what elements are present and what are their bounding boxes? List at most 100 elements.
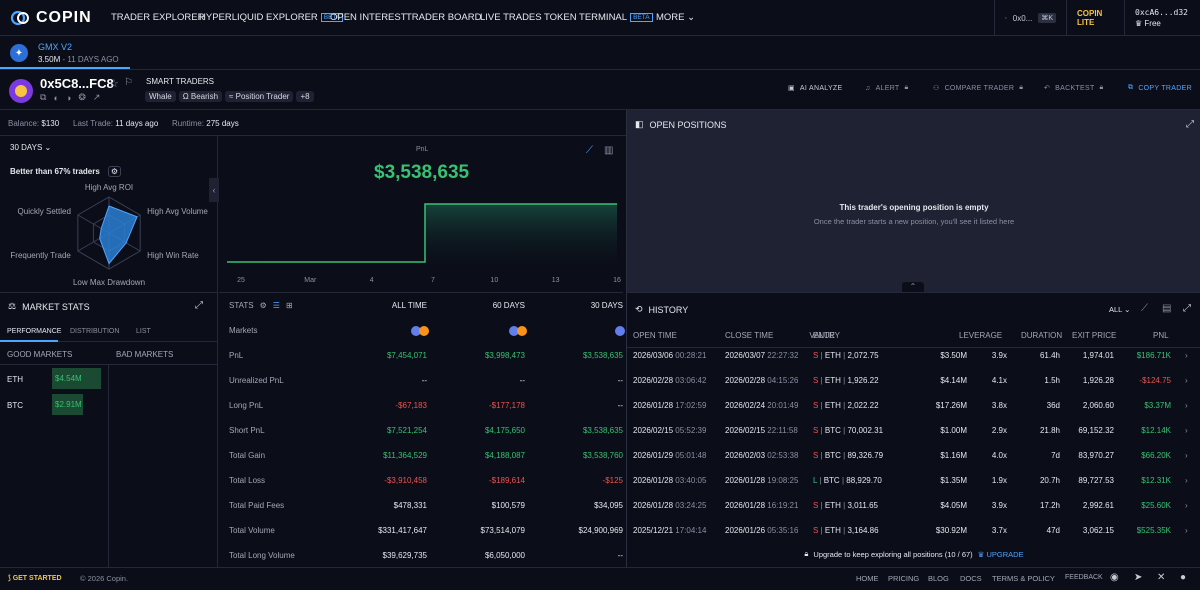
nav-hyperliquid-explorer[interactable]: HYPERLIQUID EXPLORER BETA <box>199 12 344 23</box>
period-select[interactable]: 30 DAYS ⌄ <box>10 143 52 152</box>
upgrade-link[interactable]: ♛ UPGRADE <box>978 550 1024 559</box>
duration: 21.8h <box>1039 426 1060 435</box>
line-chart-icon[interactable]: ⟋ <box>586 145 593 156</box>
history-row[interactable]: 2025/12/21 17:04:14 2026/01/26 05:35:16 S … <box>627 518 1200 543</box>
pnl: $525.35K <box>1136 526 1171 535</box>
stats-title-group: STATS ⚙ ☰ ⊞ <box>219 301 329 310</box>
last-trade-label: Last Trade: <box>73 119 114 128</box>
flag-icon[interactable]: ⚐ <box>124 77 133 88</box>
chevron-right-icon[interactable]: › <box>1185 351 1188 360</box>
good-market-bar[interactable]: $2.91M <box>52 394 83 415</box>
history-row[interactable]: 2026/01/28 17:02:59 2026/02/24 20:01:49 S … <box>627 393 1200 418</box>
open-positions-title: OPEN POSITIONS <box>649 119 727 130</box>
leverage: 1.9x <box>991 476 1007 485</box>
footer-terms[interactable]: TERMS & POLICY <box>992 574 1055 583</box>
exit-price: 1,926.28 <box>1082 376 1114 385</box>
nav-trader-board[interactable]: TRADER BOARD <box>406 12 482 23</box>
copy-icon[interactable]: ⧉ <box>40 92 47 102</box>
symbol: BTC <box>824 426 841 435</box>
ai-analyze-button[interactable]: ▣ AI ANALYZE <box>788 84 842 93</box>
history-row[interactable]: 2026/01/29 05:01:48 2026/02/03 02:53:38 S … <box>627 443 1200 468</box>
copy-trader-button[interactable]: ⧉ COPY TRADER <box>1128 84 1192 92</box>
chart-icon[interactable]: ⟋ <box>1141 303 1148 314</box>
history-panel: ⟲ HISTORY ALL ⌄ ⟋ ▤ ⤢ OPEN TIME CLOSE TIM… <box>626 292 1200 567</box>
explorer-icon[interactable]: ◐ <box>53 92 59 103</box>
wallet-menu[interactable]: 0xcA6...d32 ♛ Free <box>1124 0 1200 36</box>
get-started-link[interactable]: ⟆ GET STARTED <box>8 574 62 582</box>
good-market-sym: ETH <box>7 375 23 384</box>
history-columns: OPEN TIME CLOSE TIME ENTRY VALUE LEVERAG… <box>627 323 1200 348</box>
nav-token-terminal[interactable]: TOKEN TERMINAL BETA <box>544 12 653 23</box>
star-icon[interactable]: ☆ <box>109 78 119 90</box>
chevron-right-icon[interactable]: › <box>1185 476 1188 485</box>
telegram-icon[interactable]: ➤ <box>1134 572 1143 583</box>
nav-trader-explorer[interactable]: TRADER EXPLORER <box>111 12 205 23</box>
columns-icon[interactable]: ▤ <box>1162 303 1172 314</box>
grid-view-icon[interactable]: ⊞ <box>285 301 293 310</box>
search-box[interactable]: 0x0... ⌘K <box>994 0 1066 36</box>
users-icon: ⚇ <box>933 85 940 92</box>
more-tags[interactable]: +8 <box>296 91 314 102</box>
history-filter[interactable]: ALL ⌄ <box>1109 305 1131 314</box>
expand-icon[interactable]: ⤢ <box>195 300 203 311</box>
chevron-right-icon[interactable]: › <box>1185 501 1188 510</box>
footer-feedback[interactable]: FEEDBACK <box>1065 574 1103 581</box>
footer: ⟆ GET STARTED © 2026 Copin. HOME PRICING… <box>0 567 1200 590</box>
chevron-right-icon[interactable]: › <box>1185 451 1188 460</box>
symbol: BTC <box>823 476 840 485</box>
list-view-icon[interactable]: ☰ <box>272 301 280 310</box>
backtest-label: BACKTEST <box>1055 84 1095 92</box>
trader-address[interactable]: 0x5C8...FC8 <box>40 76 114 91</box>
radar-labels: High Avg ROI High Avg Volume High Win Rate… <box>10 183 208 287</box>
chevron-right-icon[interactable]: › <box>1185 526 1188 535</box>
copin-lite-button[interactable]: COPIN LITE <box>1066 0 1124 36</box>
footer-blog[interactable]: BLOG <box>928 574 949 583</box>
good-market-bar[interactable]: $4.54M <box>52 368 101 389</box>
beta-badge: BETA <box>320 13 344 22</box>
discord-icon[interactable]: ◉ <box>1110 572 1119 583</box>
collapse-left-icon[interactable]: ‹ <box>209 178 219 202</box>
nav-more[interactable]: MORE ⌄ <box>656 12 695 23</box>
copin-logo[interactable]: COPIN <box>10 8 92 28</box>
lock-icon: 🔒︎ <box>1019 84 1024 91</box>
nav-live-trades[interactable]: LIVE TRADES <box>480 12 542 23</box>
chevron-right-icon[interactable]: › <box>1185 376 1188 385</box>
trader-header: 0x5C8...FC8 ☆ ⚐ SMART TRADERS ⧉ ◐ ◑ ❂ ↗ Whal… <box>0 70 1200 110</box>
history-row[interactable]: 2026/03/06 00:28:21 2026/03/07 22:27:32 S … <box>627 343 1200 368</box>
backtest-button[interactable]: ↶ BACKTEST 🔒︎ <box>1044 84 1104 92</box>
nav-open-interest[interactable]: OPEN INTEREST <box>330 12 407 23</box>
history-row[interactable]: 2026/02/28 03:06:42 2026/02/28 04:15:26 S … <box>627 368 1200 393</box>
footer-pricing[interactable]: PRICING <box>888 574 920 583</box>
chain-icon[interactable]: ◑ <box>65 92 72 103</box>
share-icon[interactable]: ↗ <box>92 92 101 102</box>
protocol-name[interactable]: GMX V2 <box>38 42 73 52</box>
expand-icon[interactable]: ⤢ <box>1186 119 1194 130</box>
footer-home[interactable]: HOME <box>856 574 879 583</box>
x-icon[interactable]: ✕ <box>1157 572 1166 583</box>
history-row[interactable]: 2026/01/28 03:24:25 2026/01/28 16:19:21 S … <box>627 493 1200 518</box>
side: S <box>813 526 819 535</box>
duration: 7d <box>1051 451 1060 460</box>
compare-trader-button[interactable]: ⚇ COMPARE TRADER 🔒︎ <box>933 84 1023 92</box>
separator: - <box>62 55 66 64</box>
gear-icon[interactable]: ⚙ <box>259 301 267 310</box>
expand-icon[interactable]: ⤢ <box>1183 303 1191 314</box>
github-icon[interactable]: ● <box>1180 572 1187 583</box>
alert-button[interactable]: ♫ ALERT 🔒︎ <box>865 84 909 92</box>
chevron-right-icon[interactable]: › <box>1185 426 1188 435</box>
tab-performance[interactable]: PERFORMANCE <box>7 328 62 335</box>
settings-icon[interactable]: ⚙ <box>107 166 121 177</box>
pnl: $66.20K <box>1141 451 1171 460</box>
history-row[interactable]: 2026/01/28 03:40:05 2026/01/28 19:08:25 L … <box>627 468 1200 493</box>
analytics-icon[interactable]: ❂ <box>78 92 86 102</box>
pnl-chart-label: PnL <box>416 146 429 153</box>
footer-docs[interactable]: DOCS <box>960 574 982 583</box>
tab-distribution[interactable]: DISTRIBUTION <box>70 328 120 335</box>
tab-list[interactable]: LIST <box>136 328 151 335</box>
stats-title: STATS <box>229 301 254 310</box>
chevron-right-icon[interactable]: › <box>1185 401 1188 410</box>
open-clock: 05:01:48 <box>675 451 707 460</box>
chevron-up-icon[interactable]: ⌃ <box>902 282 924 292</box>
history-row[interactable]: 2026/02/15 05:52:39 2026/02/15 22:11:58 S … <box>627 418 1200 443</box>
bar-chart-icon[interactable]: ▥ <box>604 145 614 156</box>
